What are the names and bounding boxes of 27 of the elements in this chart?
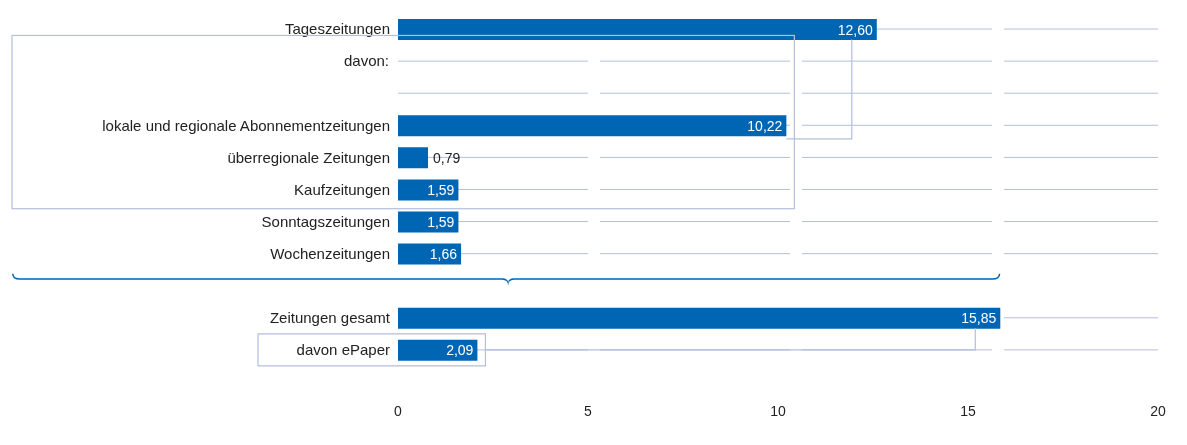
x-tick-label: 5 (584, 402, 593, 419)
x-tick-label: 0 (394, 402, 403, 419)
y-tick-label: Wochenzeitungen (270, 244, 390, 262)
y-tick-label: davon ePaper (296, 341, 390, 359)
bar (398, 19, 877, 40)
x-tick-label: 15 (960, 402, 976, 419)
data-label: 1,59 (427, 214, 455, 230)
x-tick-label: 10 (770, 402, 786, 419)
y-tick-label: überregionale Zeitungen (227, 148, 390, 166)
data-label: 12,60 (837, 21, 873, 38)
data-label: 10,22 (747, 117, 783, 134)
y-tick-label: Tageszeitungen (284, 20, 390, 38)
y-tick-label: lokale und regionale Abonnementzeitungen (102, 116, 390, 134)
y-tick-label: Kaufzeitungen (294, 180, 390, 198)
text: davon: (343, 52, 389, 70)
data-label: 15,85 (961, 310, 997, 327)
x-tick-label: 20 (1150, 402, 1166, 419)
data-label: 0,79 (433, 149, 461, 166)
y-tick-label: Zeitungen gesamt (269, 309, 391, 327)
bar (398, 115, 787, 137)
bar (398, 307, 1001, 329)
data-label: 2,09 (446, 342, 474, 359)
data-label: 1,59 (427, 181, 455, 198)
y-tick-label: Sonntagszeitungen (261, 212, 390, 230)
bar (398, 147, 429, 169)
data-label: 1,66 (429, 246, 458, 263)
bar (398, 339, 478, 361)
